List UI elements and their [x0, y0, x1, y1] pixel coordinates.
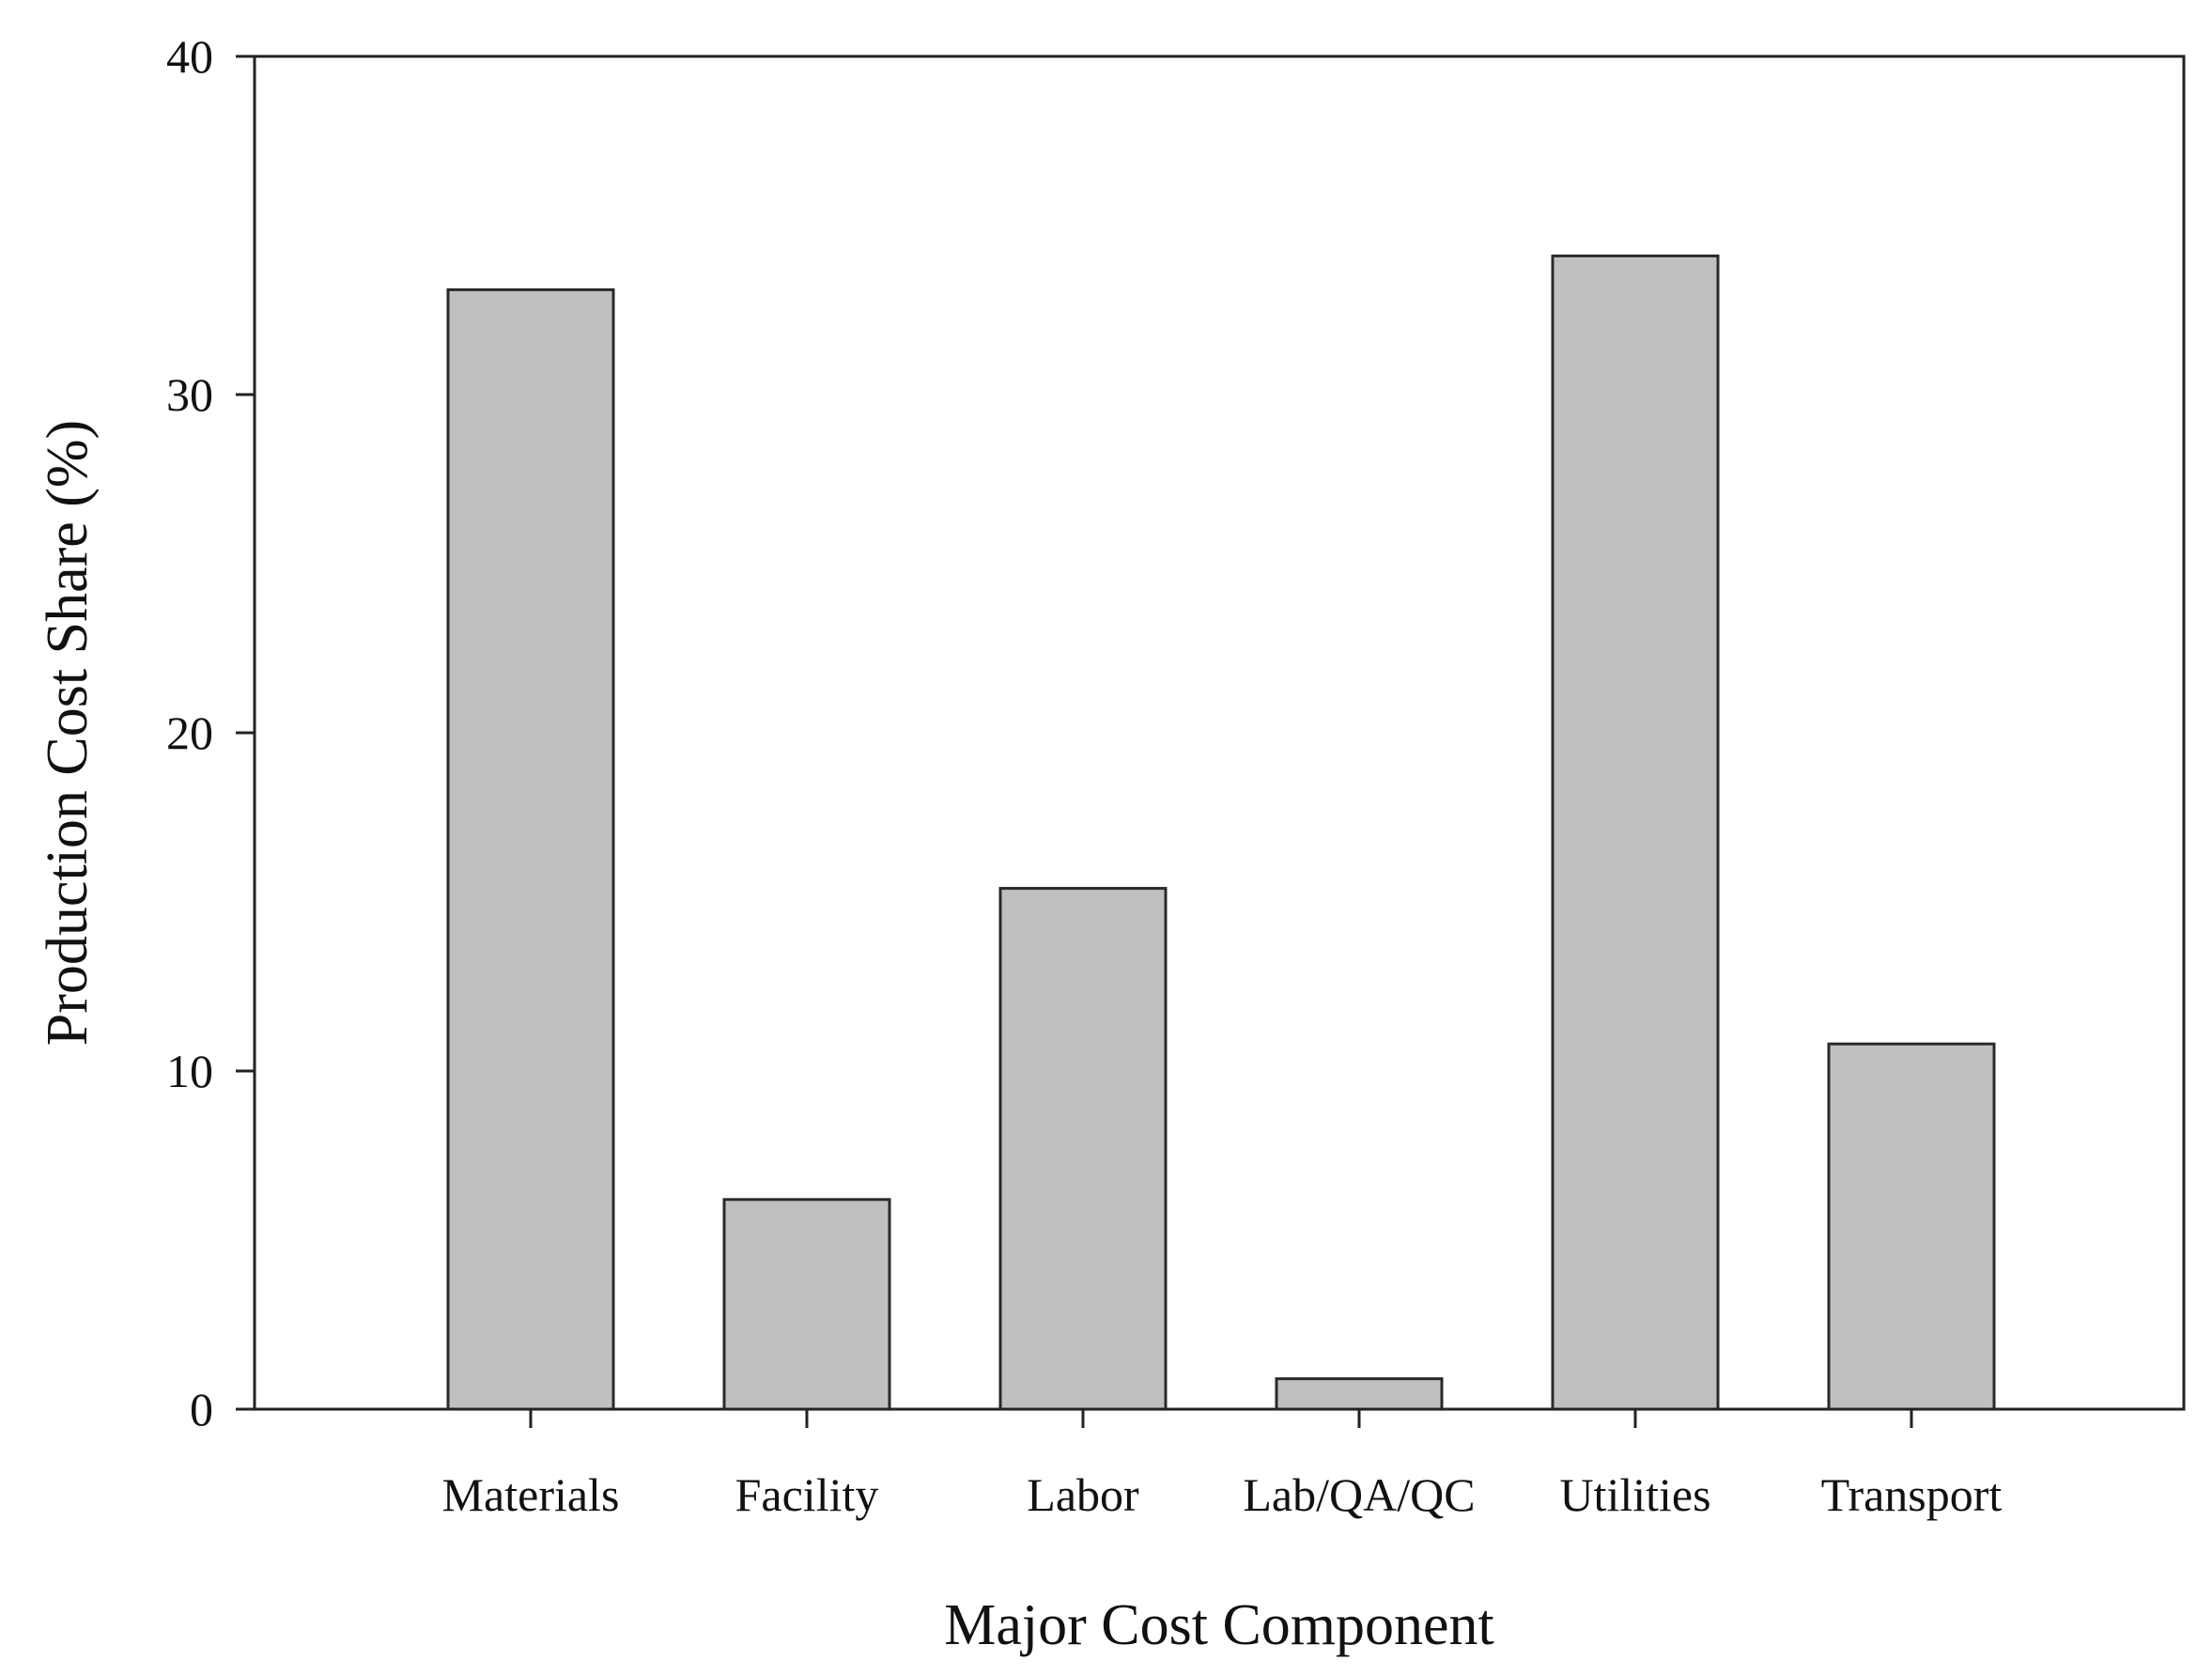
x-axis-label: Major Cost Component	[944, 1593, 1494, 1657]
x-tick-label: Utilities	[1559, 1468, 1710, 1521]
bar-lab-qa-qc	[1275, 1377, 1444, 1411]
y-tick-label: 30	[166, 368, 213, 421]
y-tick-label: 40	[166, 30, 213, 83]
x-axis-ticks: Materials Facility Labor Lab/QA/QC Utilities…	[442, 1409, 2003, 1521]
y-axis-ticks: 0 10 20 30 40	[166, 30, 255, 1435]
bars-group	[446, 254, 1996, 1411]
x-tick-label: Facility	[735, 1468, 879, 1521]
y-tick-label: 10	[166, 1045, 213, 1097]
y-tick-label: 20	[166, 706, 213, 759]
plot-frame	[253, 54, 2186, 1411]
bar-facility	[722, 1198, 891, 1411]
y-axis-label: Production Cost Share (%)	[36, 420, 100, 1046]
x-tick-label: Lab/QA/QC	[1243, 1468, 1475, 1521]
bar-materials	[446, 287, 615, 1411]
x-tick-label: Materials	[442, 1468, 620, 1521]
x-tick-label: Labor	[1027, 1468, 1139, 1521]
y-tick-label: 0	[190, 1383, 213, 1435]
x-tick-label: Transport	[1821, 1468, 2003, 1521]
bar-transport	[1827, 1042, 1996, 1411]
bar-labor	[998, 887, 1168, 1411]
bar-utilities	[1551, 254, 1720, 1411]
